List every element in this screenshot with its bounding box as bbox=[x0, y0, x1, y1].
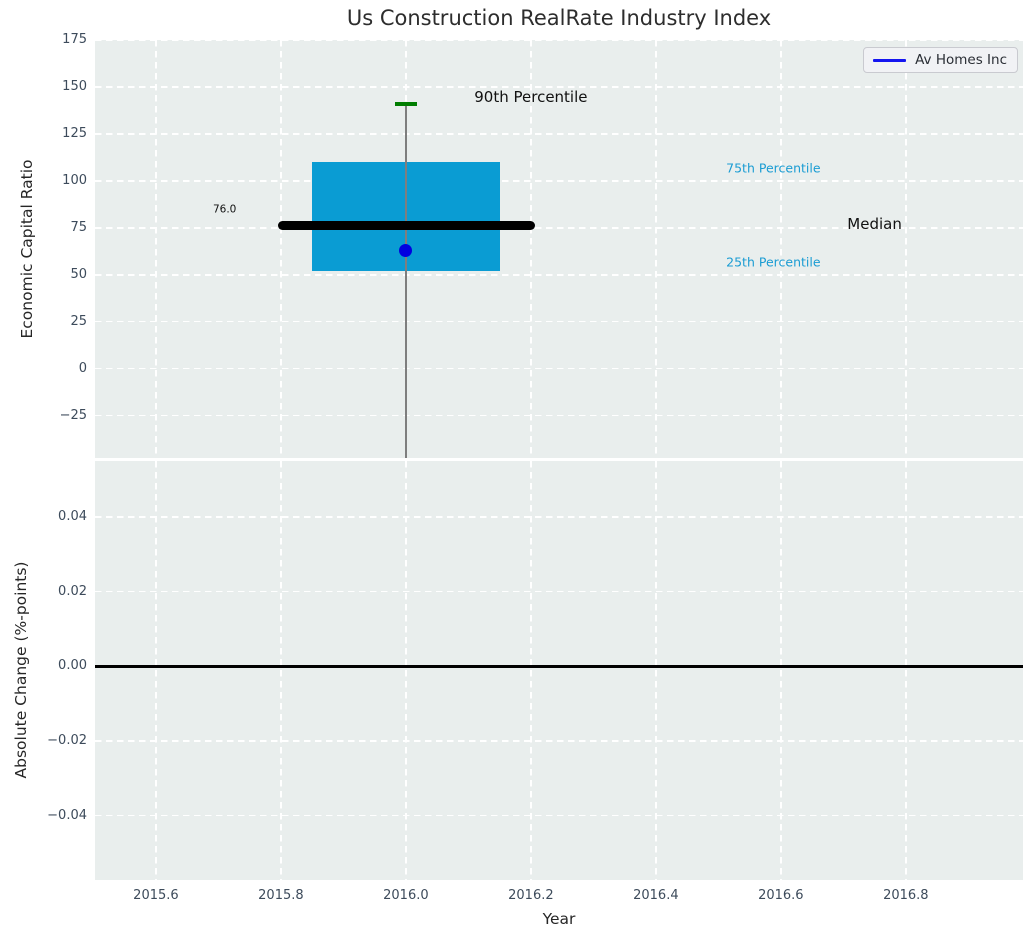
annotation-p25-label: 25th Percentile bbox=[726, 254, 821, 270]
x-axis-label: Year bbox=[542, 910, 576, 928]
gridline-horizontal bbox=[95, 274, 1023, 276]
annotation-median-value: 76.0 bbox=[212, 203, 237, 216]
chart-title: Us Construction RealRate Industry Index bbox=[346, 6, 772, 30]
x-tick-label: 2016.4 bbox=[633, 888, 679, 903]
gridline-vertical bbox=[530, 461, 532, 880]
y-tick-label: −25 bbox=[59, 407, 87, 423]
gridline-horizontal bbox=[95, 415, 1023, 417]
annotation-median-label: Median bbox=[847, 215, 902, 234]
y-tick-label: 125 bbox=[62, 125, 87, 141]
gridline-vertical bbox=[155, 40, 157, 458]
y-tick-label: 175 bbox=[62, 32, 87, 47]
annotation-p75-label: 75th Percentile bbox=[726, 160, 821, 176]
gridline-horizontal bbox=[95, 368, 1023, 370]
gridline-vertical bbox=[280, 461, 282, 880]
gridline-horizontal bbox=[95, 516, 1023, 518]
gridline-horizontal bbox=[95, 227, 1023, 229]
gridline-horizontal bbox=[95, 815, 1023, 817]
gridline-vertical bbox=[655, 40, 657, 458]
x-tick-label: 2016.2 bbox=[508, 888, 554, 903]
gridline-horizontal bbox=[95, 591, 1023, 593]
boxplot-whisker bbox=[404, 103, 407, 458]
x-tick-label: 2016.8 bbox=[883, 888, 929, 903]
gridline-horizontal bbox=[95, 133, 1023, 135]
gridline-vertical bbox=[405, 461, 407, 880]
y-tick-label: −0.02 bbox=[47, 733, 87, 749]
gridline-horizontal bbox=[95, 86, 1023, 88]
boxplot-median-line bbox=[277, 221, 535, 231]
legend-line-swatch bbox=[873, 58, 907, 62]
gridline-vertical bbox=[780, 40, 782, 458]
gridline-horizontal bbox=[95, 321, 1023, 323]
annotation-p90-label: 90th Percentile bbox=[474, 88, 588, 107]
axes-absolute-change bbox=[95, 461, 1023, 880]
zero-line bbox=[95, 665, 1023, 668]
gridline-vertical bbox=[280, 40, 282, 458]
x-tick-label: 2015.8 bbox=[258, 888, 304, 903]
y-tick-label: −0.04 bbox=[47, 807, 87, 823]
y-tick-label: 150 bbox=[62, 78, 87, 94]
y-tick-label: 0.02 bbox=[58, 583, 87, 599]
gridline-vertical bbox=[780, 461, 782, 880]
gridline-vertical bbox=[155, 461, 157, 880]
gridline-vertical bbox=[530, 40, 532, 458]
x-tick-label: 2016.6 bbox=[758, 888, 804, 903]
y-tick-label: 50 bbox=[70, 266, 87, 282]
gridline-vertical bbox=[905, 40, 907, 458]
gridline-horizontal bbox=[95, 40, 1023, 41]
boxplot-cap-90th-percentile bbox=[395, 102, 417, 106]
gridline-horizontal bbox=[95, 180, 1023, 182]
gridline-vertical bbox=[655, 461, 657, 880]
axes-economic-capital-ratio: Av Homes Inc 76.0 90th Percentile 75th Per… bbox=[95, 40, 1023, 458]
y-tick-label: 75 bbox=[70, 219, 87, 235]
y-tick-label: 25 bbox=[70, 313, 87, 329]
legend-label: Av Homes Inc bbox=[915, 52, 1007, 68]
y-tick-label: 0.00 bbox=[58, 658, 87, 674]
x-tick-label: 2015.6 bbox=[133, 888, 179, 903]
gridline-vertical bbox=[905, 461, 907, 880]
y-tick-label: 100 bbox=[62, 172, 87, 188]
x-tick-label: 2016.0 bbox=[383, 888, 429, 903]
series-point-av-homes-inc bbox=[399, 243, 413, 257]
y-tick-label: 0.04 bbox=[58, 509, 87, 525]
y-tick-label: 0 bbox=[78, 360, 87, 376]
gridline-horizontal bbox=[95, 740, 1023, 742]
legend: Av Homes Inc bbox=[863, 47, 1018, 73]
